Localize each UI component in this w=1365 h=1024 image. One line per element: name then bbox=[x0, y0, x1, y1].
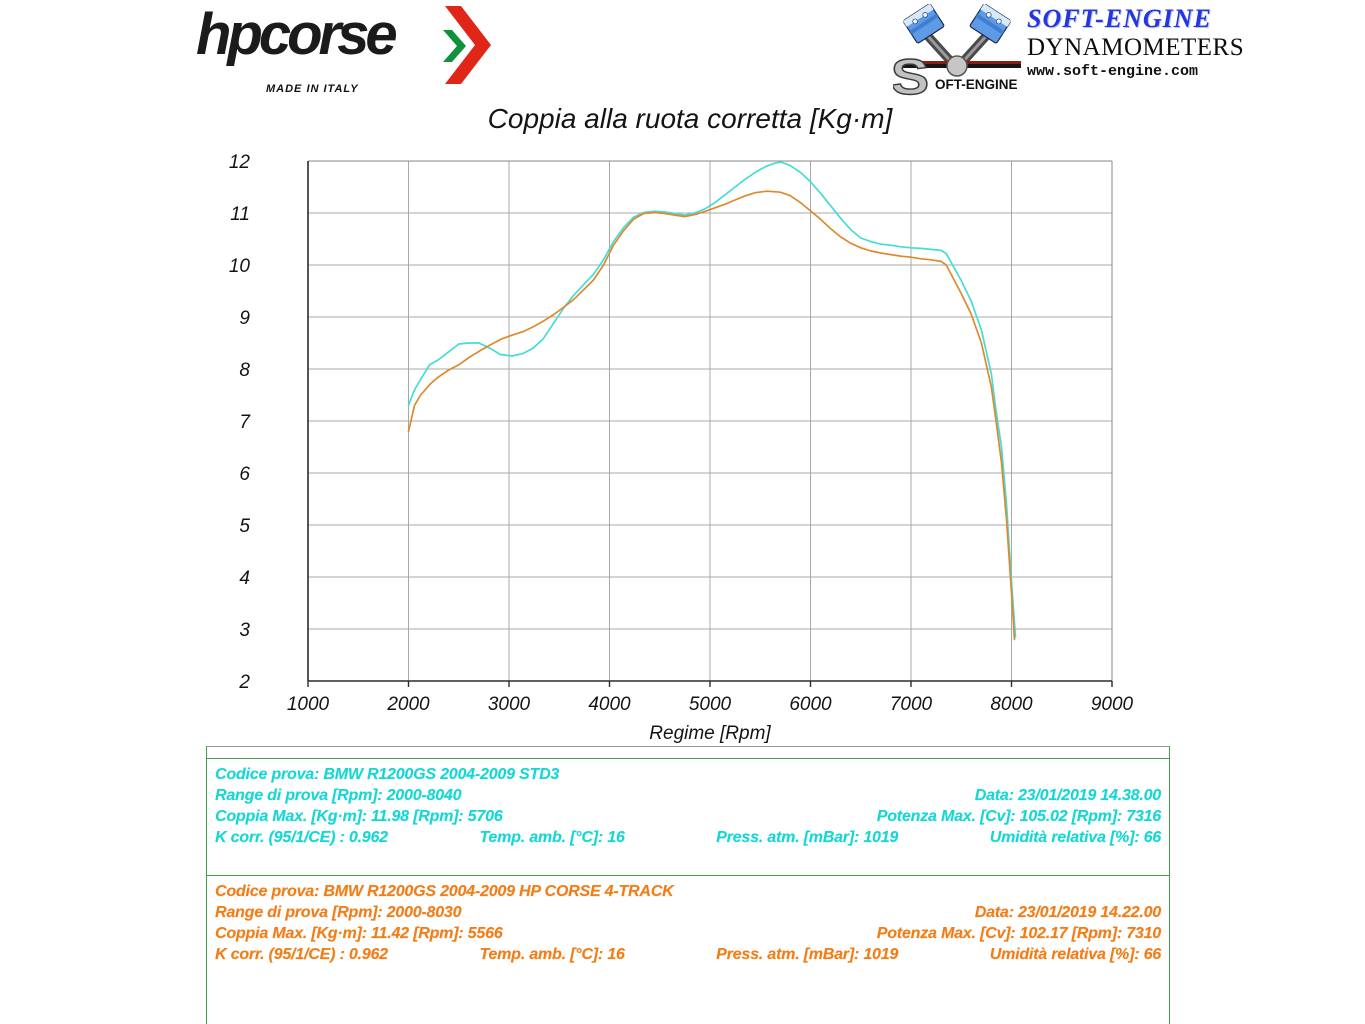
x-tick-label: 3000 bbox=[488, 694, 531, 715]
y-tick-label: 10 bbox=[229, 256, 251, 277]
y-tick-label: 2 bbox=[238, 672, 250, 693]
torque-curve-hpcorse bbox=[407, 190, 1016, 641]
hpcorse-data: Data: 23/01/2019 14.22.00 bbox=[974, 904, 1161, 921]
softengine-url: www.soft-engine.com bbox=[1027, 63, 1199, 80]
y-tick-label: 11 bbox=[230, 204, 250, 225]
hpcorse-potenza-max: Potenza Max. [Cv]: 102.17 [Rpm]: 7310 bbox=[876, 925, 1161, 942]
hpcorse-info-section: Codice prova: BMW R1200GS 2004-2009 HP C… bbox=[207, 875, 1169, 1024]
hpcorse-logo: hpcorse MADE IN ITALY bbox=[196, 2, 506, 102]
hpcorse-range: Range di prova [Rpm]: 2000-8030 bbox=[215, 904, 462, 921]
std3-potenza-max: Potenza Max. [Cv]: 105.02 [Rpm]: 7316 bbox=[876, 808, 1161, 825]
hpcorse-codice-prova: Codice prova: BMW R1200GS 2004-2009 HP C… bbox=[215, 883, 674, 900]
x-tick-label: 4000 bbox=[588, 694, 631, 715]
softengine-logo: S OFT-ENGINE SOFT-ENGINE DYNAMOMETERS ww… bbox=[893, 4, 1245, 98]
std3-codice-prova: Codice prova: BMW R1200GS 2004-2009 STD3 bbox=[215, 766, 560, 783]
svg-text:S: S bbox=[893, 49, 929, 96]
std3-temp: Temp. amb. [°C]: 16 bbox=[479, 829, 625, 846]
chart-title: Coppia alla ruota corretta [Kg·m] bbox=[487, 103, 893, 134]
x-tick-label: 2000 bbox=[386, 694, 430, 715]
y-tick-label: 5 bbox=[239, 516, 250, 537]
y-tick-label: 7 bbox=[239, 412, 251, 433]
std3-range: Range di prova [Rpm]: 2000-8040 bbox=[215, 787, 462, 804]
hpcorse-wordmark: hpcorse bbox=[196, 2, 398, 67]
x-tick-label: 5000 bbox=[689, 694, 732, 715]
std3-coppia-max: Coppia Max. [Kg·m]: 11.98 [Rpm]: 5706 bbox=[215, 808, 503, 825]
torque-chart: 1000 2000 3000 4000 5000 6000 7000 8000 9000 2 3 4 5… bbox=[229, 152, 1134, 744]
std3-info-section: Codice prova: BMW R1200GS 2004-2009 STD3… bbox=[207, 758, 1169, 875]
y-tick-label: 6 bbox=[239, 464, 250, 485]
hpcorse-temp: Temp. amb. [°C]: 16 bbox=[479, 946, 625, 963]
x-tick-label: 8000 bbox=[990, 694, 1033, 715]
hpcorse-press: Press. atm. [mBar]: 1019 bbox=[716, 946, 899, 963]
softengine-brand: SOFT-ENGINE bbox=[1027, 4, 1212, 33]
dynamometers-label: DYNAMOMETERS bbox=[1027, 34, 1245, 61]
x-axis-title: Regime [Rpm] bbox=[649, 723, 771, 744]
x-tick-label: 7000 bbox=[890, 694, 933, 715]
x-tick-label: 6000 bbox=[789, 694, 832, 715]
x-tick-label: 9000 bbox=[1091, 694, 1134, 715]
y-tick-label: 3 bbox=[239, 620, 250, 641]
x-tick-label: 1000 bbox=[287, 694, 330, 715]
piston-engine-icon: S OFT-ENGINE bbox=[893, 4, 1021, 96]
std3-data: Data: 23/01/2019 14.38.00 bbox=[974, 787, 1161, 804]
hpcorse-umidita: Umidità relativa [%]: 66 bbox=[989, 946, 1161, 963]
y-tick-label: 9 bbox=[239, 308, 250, 329]
info-panel-gap bbox=[207, 747, 1169, 758]
y-tick-label: 4 bbox=[239, 568, 250, 589]
hpcorse-coppia-max: Coppia Max. [Kg·m]: 11.42 [Rpm]: 5566 bbox=[215, 925, 503, 942]
hpcorse-arrow-icon bbox=[443, 6, 491, 84]
std3-press: Press. atm. [mBar]: 1019 bbox=[716, 829, 899, 846]
y-tick-label: 8 bbox=[239, 360, 250, 381]
hpcorse-kcorr: K corr. (95/1/CE) : 0.962 bbox=[215, 946, 388, 963]
svg-text:OFT-ENGINE: OFT-ENGINE bbox=[935, 77, 1018, 92]
made-in-italy-label: MADE IN ITALY bbox=[266, 83, 359, 95]
std3-kcorr: K corr. (95/1/CE) : 0.962 bbox=[215, 829, 388, 846]
y-tick-label: 12 bbox=[229, 152, 251, 173]
std3-umidita: Umidità relativa [%]: 66 bbox=[989, 829, 1161, 846]
test-info-panel: Codice prova: BMW R1200GS 2004-2009 STD3… bbox=[206, 746, 1170, 1024]
torque-curve-std3 bbox=[407, 161, 1017, 638]
